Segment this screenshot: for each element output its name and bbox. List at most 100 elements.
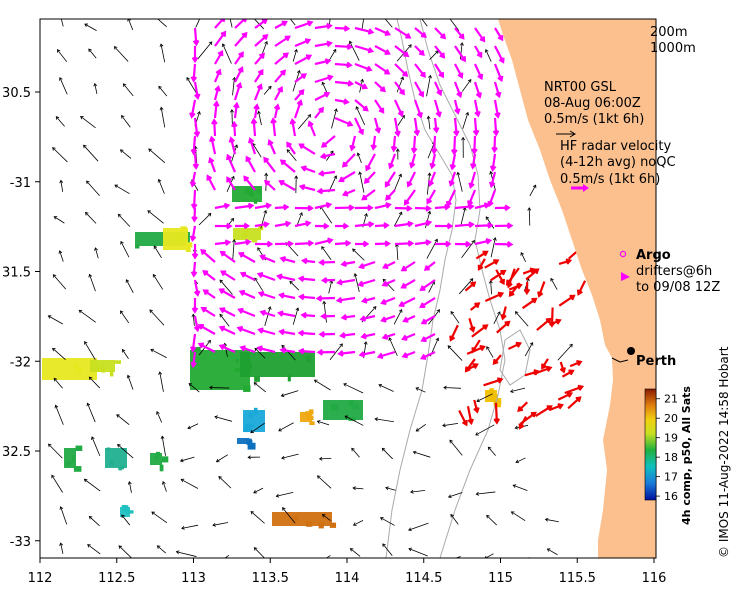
model-arrow xyxy=(490,237,497,258)
hf-radar-arrow xyxy=(382,261,396,270)
hf-radar-arrow xyxy=(334,80,355,87)
colorbar-tick-label: 21 xyxy=(664,393,678,406)
model-arrow xyxy=(181,524,199,530)
model-arrow xyxy=(121,514,131,526)
hf-radar-arrow xyxy=(374,81,386,93)
model-arrow xyxy=(125,279,134,294)
model-arrow xyxy=(188,383,200,393)
model-arrow xyxy=(447,345,463,361)
model-arrow xyxy=(160,435,166,456)
imos-credit: © IMOS 11-Aug-2022 14:58 Hobart xyxy=(717,346,731,558)
hf-radar-arrow xyxy=(341,153,356,168)
hf-radar-arrow xyxy=(294,204,314,212)
model-arrow xyxy=(86,402,96,423)
hf-radar-arrow xyxy=(451,135,458,156)
model-arrow xyxy=(421,19,428,27)
drifters-label-2: to 09/08 12Z xyxy=(636,280,720,295)
hf-radar-arrow xyxy=(340,260,356,268)
hf-radar-arrow xyxy=(191,207,198,223)
model-arrow xyxy=(343,383,364,394)
model-arrow xyxy=(486,346,494,358)
lat-tick-label: -31 xyxy=(10,176,31,191)
hf-radar-arrow xyxy=(491,135,498,154)
hf-radar-arrow xyxy=(320,312,336,320)
hf-radar-arrow xyxy=(317,170,336,177)
hf-radar-arrow xyxy=(294,38,312,48)
hf-radar-arrow xyxy=(193,315,201,333)
hf-radar-arrow xyxy=(420,315,436,325)
hf-radar-arrow xyxy=(427,171,437,187)
hf-radar-arrow xyxy=(359,314,376,322)
hf-radar-arrow xyxy=(374,202,392,210)
model-arrow xyxy=(458,278,474,295)
sst-pixel xyxy=(253,407,258,415)
model-arrow xyxy=(232,238,237,261)
hf-radar-arrow xyxy=(394,63,409,78)
sst-patch xyxy=(237,438,249,444)
model-arrow xyxy=(450,513,459,525)
drifter-segment xyxy=(519,411,537,425)
model-arrow xyxy=(198,212,212,226)
hf-radar-arrow xyxy=(256,345,276,354)
hf-radar-arrow xyxy=(298,143,316,155)
hf-radar-arrow xyxy=(234,202,255,210)
hf-radar-arrow xyxy=(361,189,376,201)
drifter-segment xyxy=(533,365,553,376)
hf-radar-arrow xyxy=(254,240,274,248)
lat-tick-label: 30.5 xyxy=(2,86,31,101)
drifter-segment xyxy=(465,363,479,372)
model-arrow xyxy=(158,371,164,392)
hf-radar-arrow xyxy=(334,239,352,247)
model-arrow xyxy=(486,514,497,526)
model-arrow xyxy=(127,19,134,31)
model-arrow xyxy=(358,171,365,193)
hf-radar-arrow xyxy=(448,171,457,187)
hf-radar-arrow xyxy=(206,174,216,191)
hf-radar-arrow xyxy=(234,51,244,65)
hf-radar-arrow xyxy=(219,250,236,263)
sst-pixel xyxy=(247,442,256,450)
model-arrow xyxy=(488,279,493,295)
hf-radar-arrow xyxy=(337,350,356,357)
hf-radar-arrow xyxy=(226,153,237,173)
hf-radar-arrow xyxy=(218,325,236,335)
hf-radar-arrow xyxy=(234,66,244,83)
hf-radar-arrow xyxy=(270,117,277,137)
hf-radar-arrow xyxy=(370,135,377,151)
drifter-segment xyxy=(508,283,523,291)
hf-radar-arrow xyxy=(214,239,232,246)
model-arrow xyxy=(126,374,134,390)
model-arrow xyxy=(229,19,233,28)
hf-radar-arrow xyxy=(219,307,236,317)
model-arrow xyxy=(175,550,197,557)
drifter-segment xyxy=(558,294,576,307)
hf-radar-arrow xyxy=(218,288,236,299)
coastline-detail xyxy=(611,357,629,363)
sst-pixel xyxy=(91,363,96,367)
model-arrow xyxy=(353,273,360,292)
sst-pixel xyxy=(154,456,159,461)
model-arrow xyxy=(280,390,299,398)
model-arrow xyxy=(149,309,165,326)
model-time-label: 08-Aug 06:00Z xyxy=(544,96,641,111)
radar-scale-label: 0.5m/s (1kt 6h) xyxy=(560,172,660,187)
model-arrow xyxy=(275,491,294,498)
hf-radar-arrow xyxy=(374,99,385,114)
hf-radar-arrow xyxy=(294,239,315,247)
model-arrow xyxy=(152,273,164,290)
hf-radar-arrow xyxy=(489,153,497,172)
drifter-segment xyxy=(537,281,546,298)
hf-radar-arrow xyxy=(300,311,316,319)
radar-scale-arrow-icon xyxy=(571,184,589,192)
sst-patch xyxy=(105,448,127,468)
hf-radar-arrow xyxy=(335,296,356,304)
model-arrow xyxy=(214,415,233,422)
sst-pixel xyxy=(109,460,114,466)
model-arrow xyxy=(150,348,167,359)
hf-radar-arrow xyxy=(413,99,423,119)
hf-radar-arrow xyxy=(434,63,444,79)
model-arrow xyxy=(393,309,403,325)
model-arrow xyxy=(515,457,526,464)
sst-patch xyxy=(42,358,97,380)
model-arrow xyxy=(53,377,63,389)
